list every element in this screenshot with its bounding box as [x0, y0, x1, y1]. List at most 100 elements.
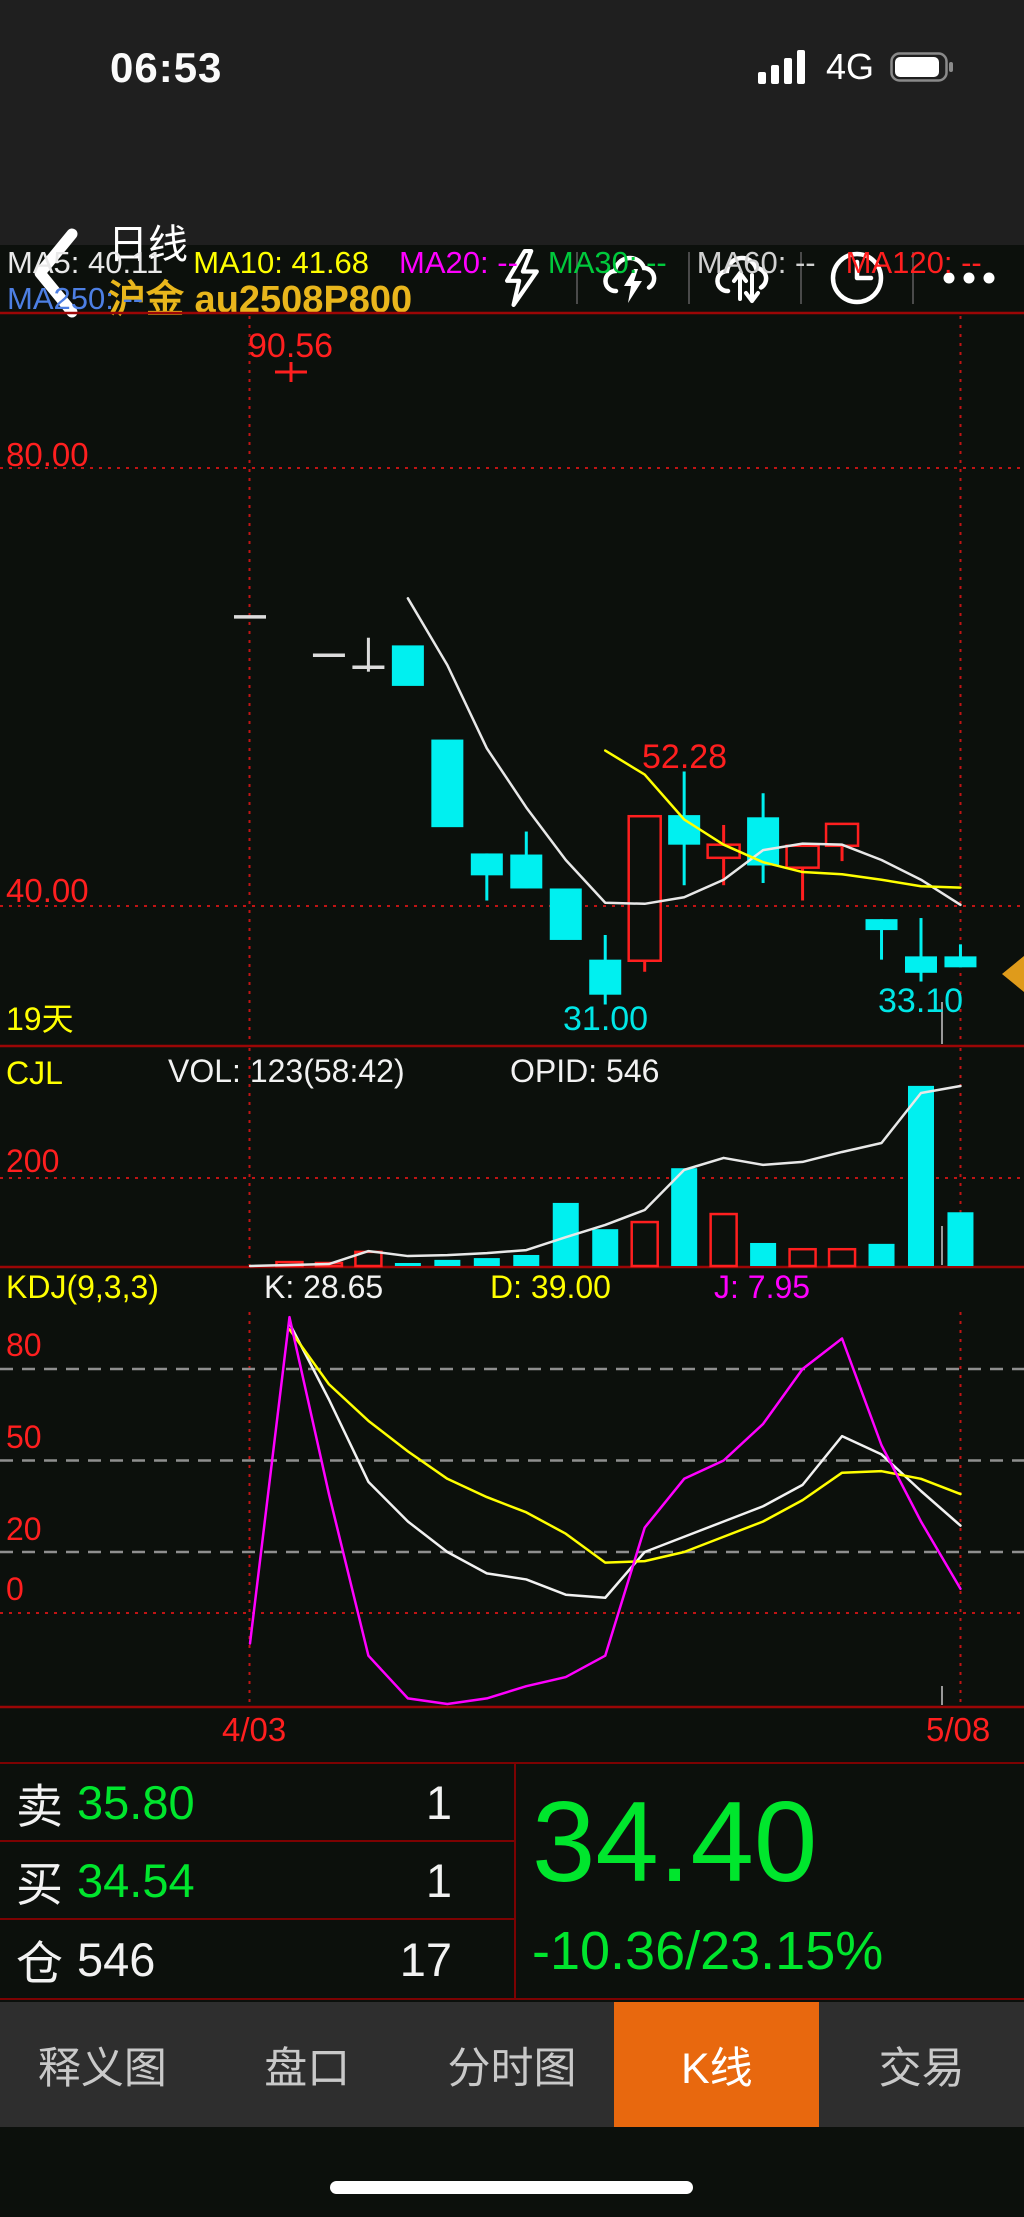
- divider: [688, 252, 690, 304]
- order-book: 卖 35.80 1 买 34.54 1 仓 546 17: [0, 1764, 516, 1998]
- divider: [912, 252, 914, 304]
- ma10-line: [603, 749, 962, 889]
- ma-value: MA10: 41.68: [193, 245, 370, 280]
- volume-bar: [750, 1242, 777, 1266]
- cloud-flash-icon[interactable]: [578, 249, 688, 307]
- volume-bar: [788, 1247, 817, 1268]
- home-indicator[interactable]: [330, 2181, 693, 2194]
- volume-bar: [434, 1259, 461, 1266]
- date-axis-start: 4/03: [222, 1711, 287, 1748]
- candles-group: [234, 615, 977, 1005]
- kdj-k-line: [288, 1322, 962, 1599]
- kdj-indicator-label: KDJ(9,3,3): [6, 1269, 159, 1305]
- row-price: 546: [77, 1932, 156, 1986]
- tab-交易[interactable]: 交易: [878, 2044, 965, 2093]
- order-book-row[interactable]: 买 34.54 1: [0, 1842, 514, 1920]
- candle-body: [510, 854, 543, 889]
- back-button[interactable]: [30, 228, 82, 318]
- swing-low-label: 31.00: [563, 1000, 649, 1038]
- quote-panel: 卖 35.80 1 买 34.54 1 仓 546 17 34.40 -10.36/23.15%: [0, 1762, 1024, 2000]
- kdj-k-label: K: 28.65: [264, 1269, 384, 1305]
- more-ellipsis-icon[interactable]: [914, 249, 1024, 307]
- candle-body: [944, 956, 977, 968]
- volume-bar: [630, 1220, 659, 1268]
- ma-value: MA20: --: [399, 245, 518, 280]
- order-book-row[interactable]: 仓 546 17: [0, 1920, 514, 1998]
- network-type-label: 4G: [825, 46, 874, 87]
- kdj-j-label: J: 7.95: [714, 1269, 811, 1305]
- opid-line: [248, 1084, 962, 1268]
- tab-释义图[interactable]: 释义图: [37, 2044, 167, 2093]
- order-book-row[interactable]: 卖 35.80 1: [0, 1764, 514, 1842]
- ma-line-1: MA5: 40.11 MA10: 41.68 MA20: -- MA30: -- MA6…: [0, 245, 1024, 281]
- price-change: -10.36/23.15%: [532, 1921, 884, 1981]
- ma-line-2: MA250: --: [0, 281, 1024, 317]
- candle-body: [706, 843, 741, 860]
- candle-body: [391, 645, 424, 686]
- recent-low-label: 33.10: [878, 982, 964, 1020]
- row-label: 买: [16, 1857, 63, 1911]
- volume-bar: [947, 1212, 974, 1266]
- days-count-label: 19天: [6, 1001, 74, 1037]
- candle-body: [470, 853, 503, 876]
- kdj-d-line: [288, 1328, 962, 1564]
- row-price: 34.54: [77, 1853, 195, 1907]
- battery-icon: [890, 52, 953, 82]
- ma-value: MA120: --: [845, 245, 982, 280]
- row-price: 35.80: [77, 1775, 195, 1829]
- row-quantity: 17: [399, 1932, 452, 1986]
- last-price-panel: 34.40 -10.36/23.15%: [518, 1764, 1024, 1998]
- candle-body: [865, 919, 898, 931]
- row-label: 仓: [16, 1936, 63, 1990]
- volume-bar: [671, 1168, 698, 1266]
- candle-body: [627, 814, 662, 963]
- tab-盘口[interactable]: 盘口: [264, 2044, 351, 2093]
- date-axis-end: 5/08: [926, 1711, 991, 1748]
- swing-high-label: 52.28: [642, 738, 728, 776]
- kdj-j-line: [248, 1315, 962, 1706]
- row-label: 卖: [16, 1779, 63, 1833]
- main-axis-80: 80.00: [6, 436, 89, 473]
- volume-bar: [592, 1229, 619, 1266]
- opid-value-label: OPID: 546: [510, 1053, 660, 1089]
- vol-value-label: VOL: 123(58:42): [168, 1053, 405, 1089]
- volume-bar: [907, 1085, 934, 1266]
- vol-axis-200: 200: [6, 1143, 60, 1179]
- flash-icon[interactable]: [466, 246, 576, 310]
- tab-分时图[interactable]: 分时图: [447, 2044, 577, 2093]
- bottom-tab-bar: 释义图 盘口 分时图 K线 交易: [0, 2002, 1024, 2127]
- ma-value: MA60: --: [696, 245, 816, 280]
- divider: [800, 252, 802, 304]
- period-title: 日线: [108, 223, 188, 267]
- volume-bar: [394, 1262, 421, 1266]
- volume-bar: [709, 1212, 738, 1268]
- candle-body: [824, 822, 860, 848]
- volume-bar: [868, 1243, 895, 1266]
- vol-indicator-label: CJL: [6, 1055, 63, 1091]
- candle-body: [431, 739, 464, 828]
- ma-value: MA5: 40.11: [7, 245, 164, 280]
- row-quantity: 1: [425, 1775, 452, 1829]
- ma5-line: [406, 597, 962, 907]
- main-period-high-label: 90.56: [248, 327, 334, 365]
- ma-value: MA30: --: [547, 245, 667, 280]
- history-clock-icon[interactable]: [802, 249, 912, 307]
- row-quantity: 1: [425, 1853, 452, 1907]
- candle-body: [904, 956, 937, 973]
- kdj-axis-50: 50: [6, 1419, 42, 1455]
- main-axis-40: 40.00: [6, 872, 89, 909]
- volume-bar: [513, 1254, 540, 1266]
- kdj-d-label: D: 39.00: [490, 1269, 611, 1305]
- kdj-axis-80: 80: [6, 1327, 42, 1363]
- candle-body: [549, 888, 582, 940]
- signal-strength-icon: [757, 50, 805, 84]
- tab-K线[interactable]: K线: [614, 2002, 820, 2127]
- candle-body: [785, 844, 820, 869]
- cloud-transfer-icon[interactable]: [690, 249, 800, 307]
- volume-bars-group: [275, 1085, 974, 1268]
- ma-value: MA250: --: [7, 281, 144, 316]
- ma-indicator-row: MA5: 40.11 MA10: 41.68 MA20: -- MA30: -- MA6…: [0, 245, 1024, 317]
- scroll-right-arrow-icon: [1002, 956, 1024, 992]
- clock-time: 06:53: [110, 44, 223, 91]
